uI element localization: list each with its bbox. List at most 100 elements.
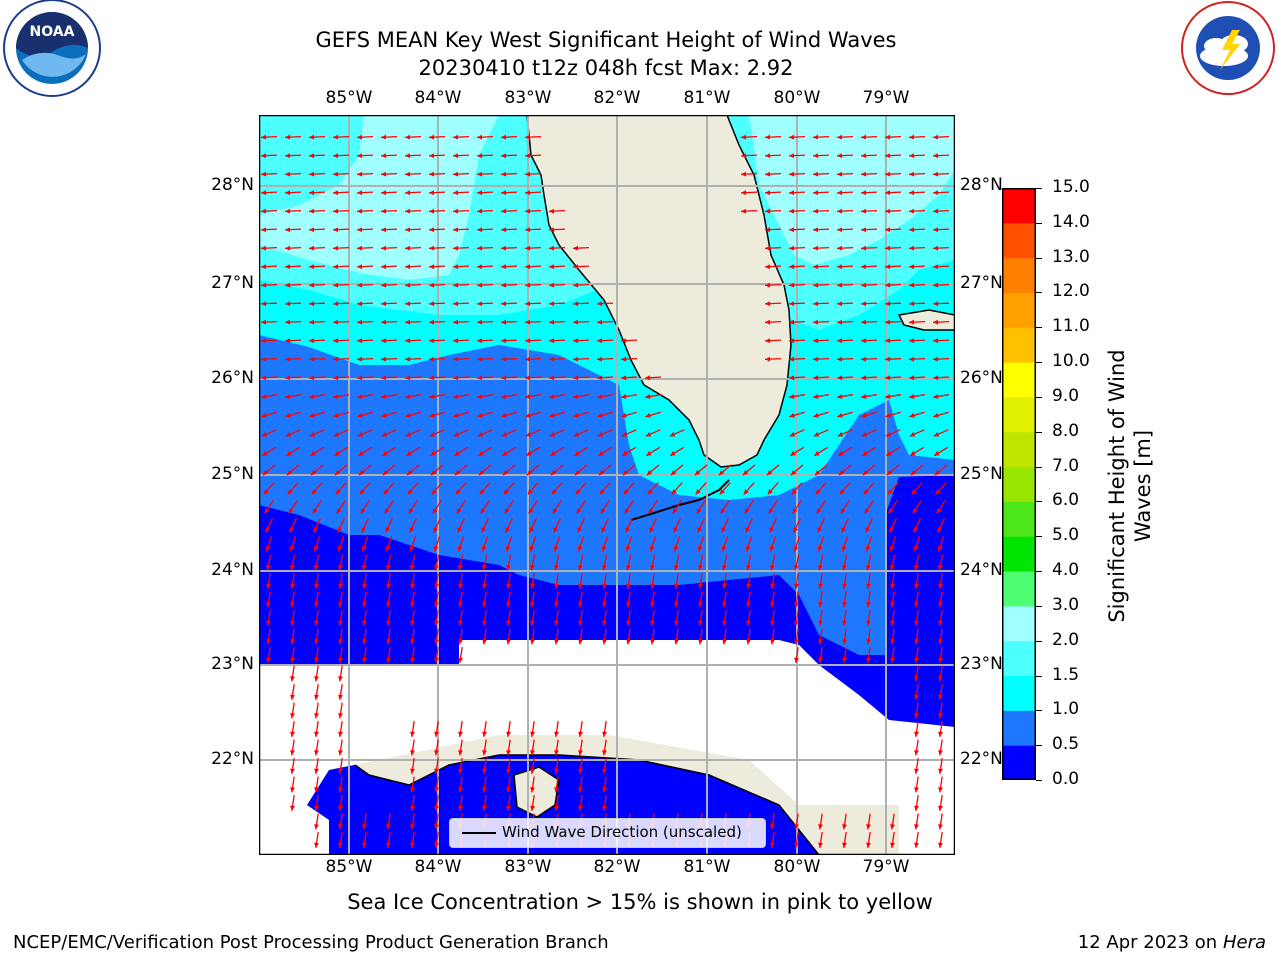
wave-direction-arrowhead — [261, 412, 267, 418]
wave-direction-arrowhead — [505, 546, 511, 552]
wave-direction-arrowhead — [386, 583, 391, 589]
wave-direction-arrowhead — [525, 190, 531, 196]
wave-direction-arrowhead — [405, 394, 411, 399]
lon-label-top: 82°W — [593, 88, 641, 108]
wave-direction-arrowhead — [789, 171, 795, 177]
wave-direction-arrowhead — [578, 583, 583, 589]
wave-direction-arrowhead — [405, 301, 411, 307]
lon-label-top: 80°W — [773, 88, 821, 108]
wave-direction-arrowhead — [673, 564, 679, 571]
wave-direction-arrowhead — [935, 489, 941, 495]
lon-label-bottom: 83°W — [504, 857, 552, 877]
wave-direction-arrowhead — [789, 264, 795, 270]
wave-direction-arrowhead — [673, 546, 679, 552]
wave-direction-arrowhead — [290, 639, 295, 645]
wave-direction-arrowhead — [314, 657, 319, 663]
wave-direction-arrowhead — [914, 602, 919, 608]
wave-direction-arrowhead — [913, 564, 919, 571]
lat-label-left: 26°N — [211, 368, 254, 388]
wave-direction-arrowhead — [626, 583, 631, 589]
lon-label-top: 81°W — [683, 88, 731, 108]
wave-direction-arrowhead — [554, 602, 559, 608]
wave-direction-arrowhead — [813, 412, 819, 418]
wave-direction-arrowhead — [861, 394, 867, 399]
wave-direction-arrowhead — [554, 639, 559, 645]
wave-direction-arrowhead — [362, 620, 367, 626]
footer-date-text: 12 Apr 2023 on — [1077, 932, 1223, 953]
wave-direction-arrowhead — [720, 508, 726, 514]
wave-direction-arrowhead — [841, 527, 846, 533]
wave-direction-arrowhead — [406, 470, 413, 476]
lat-label-right: 24°N — [960, 560, 1003, 580]
wave-direction-arrowhead — [453, 171, 459, 177]
wave-direction-arrowhead — [622, 450, 628, 456]
wave-direction-arrowhead — [866, 842, 871, 848]
wave-direction-arrowhead — [429, 338, 435, 344]
wave-direction-arrowhead — [842, 842, 847, 848]
wave-direction-arrowhead — [938, 602, 943, 608]
wave-direction-arrowhead — [381, 153, 387, 159]
wave-direction-arrowhead — [911, 489, 917, 495]
wave-direction-arrowhead — [885, 134, 891, 140]
wave-direction-arrowhead — [338, 824, 343, 830]
noaa-logo-text: NOAA — [30, 24, 75, 40]
wave-direction-arrowhead — [309, 208, 315, 214]
wave-direction-arrowhead — [290, 750, 295, 756]
wave-direction-arrowhead — [477, 171, 483, 177]
wave-direction-arrowhead — [933, 319, 939, 325]
wave-direction-arrowhead — [861, 264, 867, 270]
wave-direction-arrowhead — [405, 153, 411, 159]
wave-direction-arrowhead — [934, 470, 941, 476]
wave-direction-arrowhead — [458, 583, 463, 589]
wave-direction-arrowhead — [837, 356, 843, 362]
wave-direction-arrowhead — [578, 602, 583, 608]
wave-direction-arrowhead — [791, 489, 797, 495]
wave-direction-arrowhead — [765, 134, 771, 140]
wave-direction-arrowhead — [381, 394, 387, 399]
wave-direction-arrowhead — [358, 450, 364, 456]
wave-direction-arrowhead — [261, 431, 268, 437]
wave-direction-arrowhead — [458, 768, 463, 774]
wave-direction-arrowhead — [818, 602, 823, 608]
wave-direction-arrowhead — [266, 657, 271, 663]
wave-direction-arrowhead — [813, 227, 819, 233]
wave-direction-arrowhead — [309, 227, 315, 233]
wave-direction-arrowhead — [290, 657, 295, 663]
wave-direction-arrowhead — [335, 489, 341, 495]
wave-direction-arrowhead — [529, 546, 535, 552]
lat-label-left: 22°N — [211, 749, 254, 769]
wave-direction-arrowhead — [933, 338, 939, 344]
wave-direction-arrowhead — [382, 450, 388, 456]
wave-direction-arrowhead — [549, 282, 555, 288]
wave-direction-arrowhead — [864, 508, 870, 514]
wave-direction-arrowhead — [501, 153, 507, 159]
wave-direction-arrowhead — [746, 602, 751, 608]
wave-direction-arrowhead — [314, 620, 319, 626]
wave-direction-arrowhead — [841, 546, 847, 552]
wave-direction-arrowhead — [381, 319, 387, 325]
wave-direction-arrowhead — [909, 208, 915, 214]
lon-label-bottom: 80°W — [773, 857, 821, 877]
wave-direction-arrowhead — [458, 602, 463, 608]
wave-direction-arrowhead — [769, 564, 775, 571]
wave-direction-arrowhead — [813, 431, 820, 437]
wave-direction-arrowhead — [285, 134, 291, 140]
wave-direction-arrowhead — [527, 489, 533, 495]
wave-direction-arrowhead — [477, 227, 483, 233]
wave-direction-arrowhead — [477, 190, 483, 196]
wave-direction-arrowhead — [530, 787, 535, 793]
wave-direction-arrowhead — [506, 731, 511, 737]
wave-direction-arrowhead — [429, 301, 435, 307]
wave-direction-arrowhead — [938, 694, 943, 700]
wave-direction-arrowhead — [573, 301, 579, 307]
colorbar-tick-mark — [1036, 675, 1042, 677]
wave-direction-arrowhead — [501, 227, 507, 233]
lat-label-left: 24°N — [211, 560, 254, 580]
wave-direction-arrowhead — [554, 787, 559, 793]
wave-direction-arrowhead — [842, 602, 847, 608]
wave-direction-arrowhead — [909, 338, 915, 344]
wave-direction-arrowhead — [314, 824, 319, 830]
colorbar-tick-label: 4.0 — [1052, 560, 1080, 581]
wave-direction-arrowhead — [793, 546, 799, 552]
wave-direction-arrowhead — [934, 450, 940, 456]
